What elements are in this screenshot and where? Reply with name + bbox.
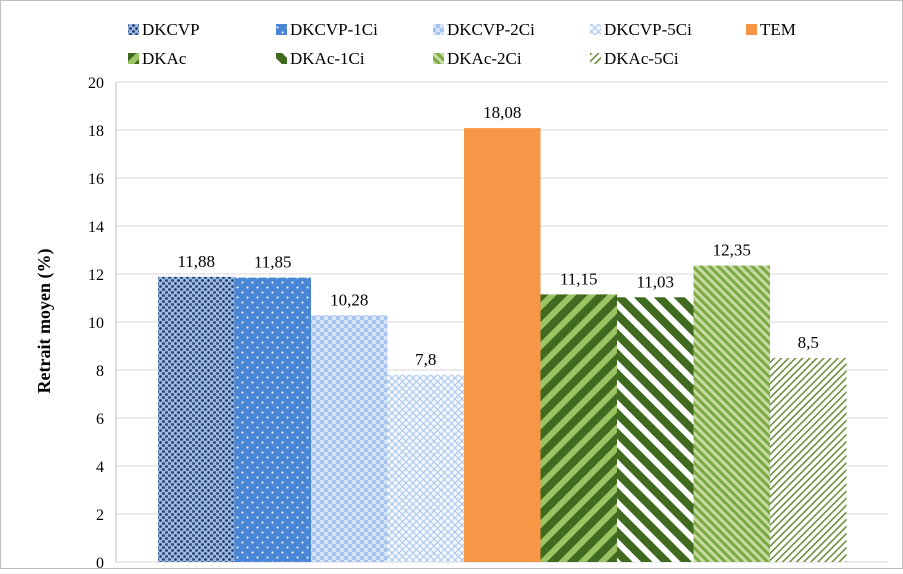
bar-dkac <box>540 294 617 562</box>
data-label: 7,8 <box>415 350 436 369</box>
bar-dkac-2ci <box>693 265 770 562</box>
bar-dkac-5ci <box>770 358 847 562</box>
legend-label: DKCVP-2Ci <box>447 20 535 39</box>
y-axis-ticks: 0 2 4 6 8 10 12 14 16 18 20 <box>88 75 104 572</box>
data-label: 18,08 <box>483 103 521 122</box>
y-tick-label: 20 <box>88 75 104 92</box>
data-label: 11,85 <box>254 253 292 272</box>
bar-tem <box>464 128 541 562</box>
legend: DKCVP DKCVP-1Ci DKCVP-2Ci DKCVP-5Ci TEM DKAc D… <box>128 20 796 68</box>
legend-swatch <box>128 24 139 35</box>
y-tick-label: 0 <box>96 555 104 569</box>
legend-swatch <box>276 53 287 64</box>
bar-dkcvp-5ci <box>387 374 464 562</box>
legend-swatch <box>590 24 601 35</box>
legend-label: DKCVP-5Ci <box>604 20 692 39</box>
legend-swatch <box>433 24 444 35</box>
y-tick-label: 18 <box>88 123 104 140</box>
y-tick-label: 2 <box>96 507 104 524</box>
y-tick-label: 6 <box>96 411 104 428</box>
data-label: 11,15 <box>560 269 598 288</box>
legend-label: DKCVP <box>142 20 200 39</box>
y-tick-label: 12 <box>88 267 104 284</box>
legend-label: DKAc-1Ci <box>290 49 365 68</box>
legend-swatch <box>276 24 287 35</box>
bar-dkcvp-1ci <box>234 277 311 562</box>
data-label: 11,88 <box>177 252 215 271</box>
bars <box>158 128 847 562</box>
y-tick-label: 10 <box>88 315 104 332</box>
data-label: 10,28 <box>330 290 368 309</box>
y-tick-label: 8 <box>96 363 104 380</box>
y-tick-label: 16 <box>88 171 104 188</box>
legend-swatch <box>590 53 601 64</box>
bar-dkac-1ci <box>617 297 694 562</box>
data-label: 11,03 <box>636 272 674 291</box>
legend-swatch <box>128 53 139 64</box>
data-label: 8,5 <box>798 333 819 352</box>
legend-label: DKAc-5Ci <box>604 49 679 68</box>
y-axis-title: Retrait moyen (%) <box>34 249 55 394</box>
legend-swatch <box>433 53 444 64</box>
legend-label: DKAc-2Ci <box>447 49 522 68</box>
y-tick-label: 14 <box>88 219 104 236</box>
legend-swatch <box>746 24 757 35</box>
y-tick-label: 4 <box>96 459 104 476</box>
bar-dkcvp-2ci <box>311 315 388 562</box>
bar-dkcvp <box>158 276 235 562</box>
legend-label: DKCVP-1Ci <box>290 20 378 39</box>
data-labels: 11,88 11,85 10,28 7,8 18,08 11,15 11,03 12,35 8,… <box>177 103 818 369</box>
legend-label: TEM <box>760 20 796 39</box>
legend-label: DKAc <box>142 49 187 68</box>
data-label: 12,35 <box>713 241 751 260</box>
